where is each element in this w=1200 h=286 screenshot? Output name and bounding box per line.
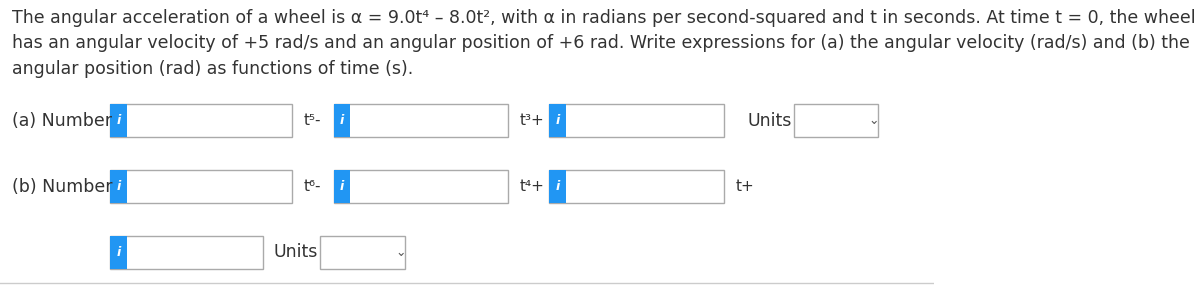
Text: t⁴+: t⁴+ [520, 179, 545, 194]
FancyBboxPatch shape [110, 170, 293, 203]
FancyBboxPatch shape [110, 104, 127, 137]
Text: ⌄: ⌄ [869, 114, 880, 127]
Text: i: i [116, 180, 121, 193]
Text: i: i [116, 114, 121, 127]
Text: i: i [340, 180, 344, 193]
FancyBboxPatch shape [334, 170, 350, 203]
FancyBboxPatch shape [110, 104, 293, 137]
FancyBboxPatch shape [334, 104, 350, 137]
FancyBboxPatch shape [320, 236, 404, 269]
Text: (b) Number: (b) Number [12, 178, 113, 196]
Text: t+: t+ [736, 179, 754, 194]
Text: (a) Number: (a) Number [12, 112, 112, 130]
Text: t³+: t³+ [520, 113, 545, 128]
FancyBboxPatch shape [550, 104, 566, 137]
Text: Units: Units [748, 112, 792, 130]
FancyBboxPatch shape [334, 170, 509, 203]
FancyBboxPatch shape [110, 236, 263, 269]
FancyBboxPatch shape [110, 170, 127, 203]
FancyBboxPatch shape [334, 104, 509, 137]
Text: i: i [340, 114, 344, 127]
Text: t⁶-: t⁶- [304, 179, 322, 194]
Text: ⌄: ⌄ [395, 246, 406, 259]
Text: Units: Units [274, 243, 318, 261]
FancyBboxPatch shape [550, 170, 566, 203]
FancyBboxPatch shape [794, 104, 878, 137]
Text: The angular acceleration of a wheel is α = 9.0t⁴ – 8.0t², with α in radians per : The angular acceleration of a wheel is α… [12, 9, 1195, 78]
Text: i: i [116, 246, 121, 259]
Text: t⁵-: t⁵- [304, 113, 322, 128]
FancyBboxPatch shape [550, 104, 724, 137]
Text: i: i [556, 114, 560, 127]
FancyBboxPatch shape [550, 170, 724, 203]
Text: i: i [556, 180, 560, 193]
FancyBboxPatch shape [110, 236, 127, 269]
